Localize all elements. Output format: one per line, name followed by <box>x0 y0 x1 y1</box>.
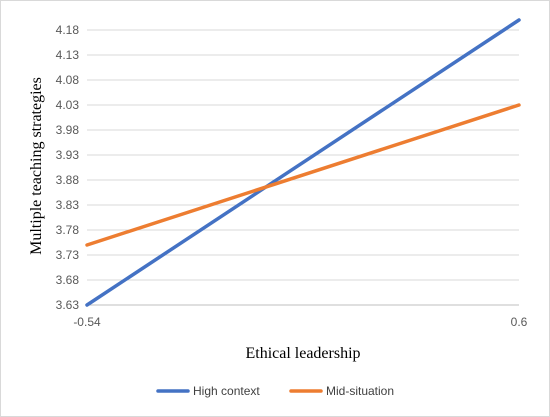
y-tick-label: 4.03 <box>56 98 80 112</box>
y-tick-label: 3.73 <box>56 248 80 262</box>
y-tick-label: 3.83 <box>56 198 80 212</box>
legend-label: High context <box>193 384 260 398</box>
y-tick-label: 3.78 <box>56 223 80 237</box>
y-tick-label: 4.18 <box>56 23 80 37</box>
x-tick-label: 0.6 <box>511 315 528 329</box>
y-tick-label: 3.98 <box>56 123 80 137</box>
series-line-mid-situation <box>85 103 521 247</box>
y-tick-label: 3.68 <box>56 273 80 287</box>
legend: High context Mid-situation <box>156 384 394 398</box>
y-tick-label: 3.63 <box>56 298 80 312</box>
y-axis-ticks: 3.63 3.68 3.73 3.78 3.83 3.88 3.93 3.98 4.03 4.08… <box>56 23 80 312</box>
y-tick-label: 3.93 <box>56 148 80 162</box>
y-tick-label: 3.88 <box>56 173 80 187</box>
series-line-high-context <box>85 18 521 307</box>
series-lines <box>85 18 521 307</box>
y-tick-label: 4.08 <box>56 73 80 87</box>
y-axis-title: Multiple teaching strategies <box>28 77 45 255</box>
x-tick-label: -0.54 <box>73 315 101 329</box>
legend-label: Mid-situation <box>326 384 394 398</box>
x-axis-ticks: -0.54 0.6 <box>73 315 527 329</box>
gridlines <box>87 29 519 281</box>
y-tick-label: 4.13 <box>56 48 80 62</box>
x-axis-title: Ethical leadership <box>245 345 360 362</box>
